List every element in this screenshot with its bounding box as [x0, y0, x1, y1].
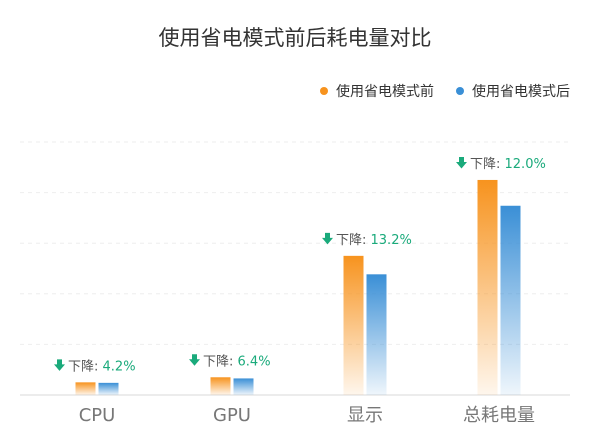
decrease-annotation-label: 下降: 13.2% [336, 233, 412, 248]
decrease-annotation-label: 下降: 12.0% [470, 157, 546, 172]
legend-item-before: 使用省电模式前 [320, 81, 434, 101]
legend-dot-before [320, 87, 328, 95]
bar-before-1 [210, 377, 231, 395]
bar-after-3 [500, 205, 521, 395]
bar-after-0 [98, 382, 119, 395]
arrow-down-icon [322, 232, 333, 245]
x-tick-label: GPU [213, 405, 251, 426]
bar-before-3 [477, 179, 498, 395]
bar-before-2 [343, 255, 364, 395]
decrease-percent: 13.2% [371, 233, 412, 248]
legend-dot-after [456, 87, 464, 95]
decrease-annotation-label: 下降: 4.2% [68, 359, 136, 374]
decrease-annotation-label: 下降: 6.4% [203, 354, 271, 369]
decrease-annotation: 下降: 12.0% [456, 156, 546, 172]
legend-label-before: 使用省电模式前 [336, 84, 434, 100]
arrow-down-icon [456, 156, 467, 169]
x-tick-label: CPU [79, 405, 116, 426]
legend: 使用省电模式前 使用省电模式后 [320, 81, 570, 101]
decrease-annotation: 下降: 6.4% [189, 354, 271, 369]
legend-item-after: 使用省电模式后 [456, 81, 570, 101]
decrease-annotation: 下降: 13.2% [322, 232, 412, 248]
decrease-percent: 4.2% [103, 359, 136, 374]
arrow-down-icon [54, 359, 65, 371]
decrease-annotation: 下降: 4.2% [54, 359, 136, 374]
x-tick-label: 显示 [347, 405, 383, 426]
bar-before-0 [75, 382, 96, 395]
decrease-percent: 6.4% [238, 354, 271, 369]
chart-title: 使用省电模式前后耗电量对比 [158, 26, 432, 50]
arrow-down-icon [189, 354, 200, 366]
bar-after-1 [233, 378, 254, 395]
bar-after-2 [366, 274, 387, 395]
decrease-percent: 12.0% [505, 157, 546, 172]
legend-label-after: 使用省电模式后 [472, 84, 570, 100]
x-tick-label: 总耗电量 [463, 405, 535, 426]
